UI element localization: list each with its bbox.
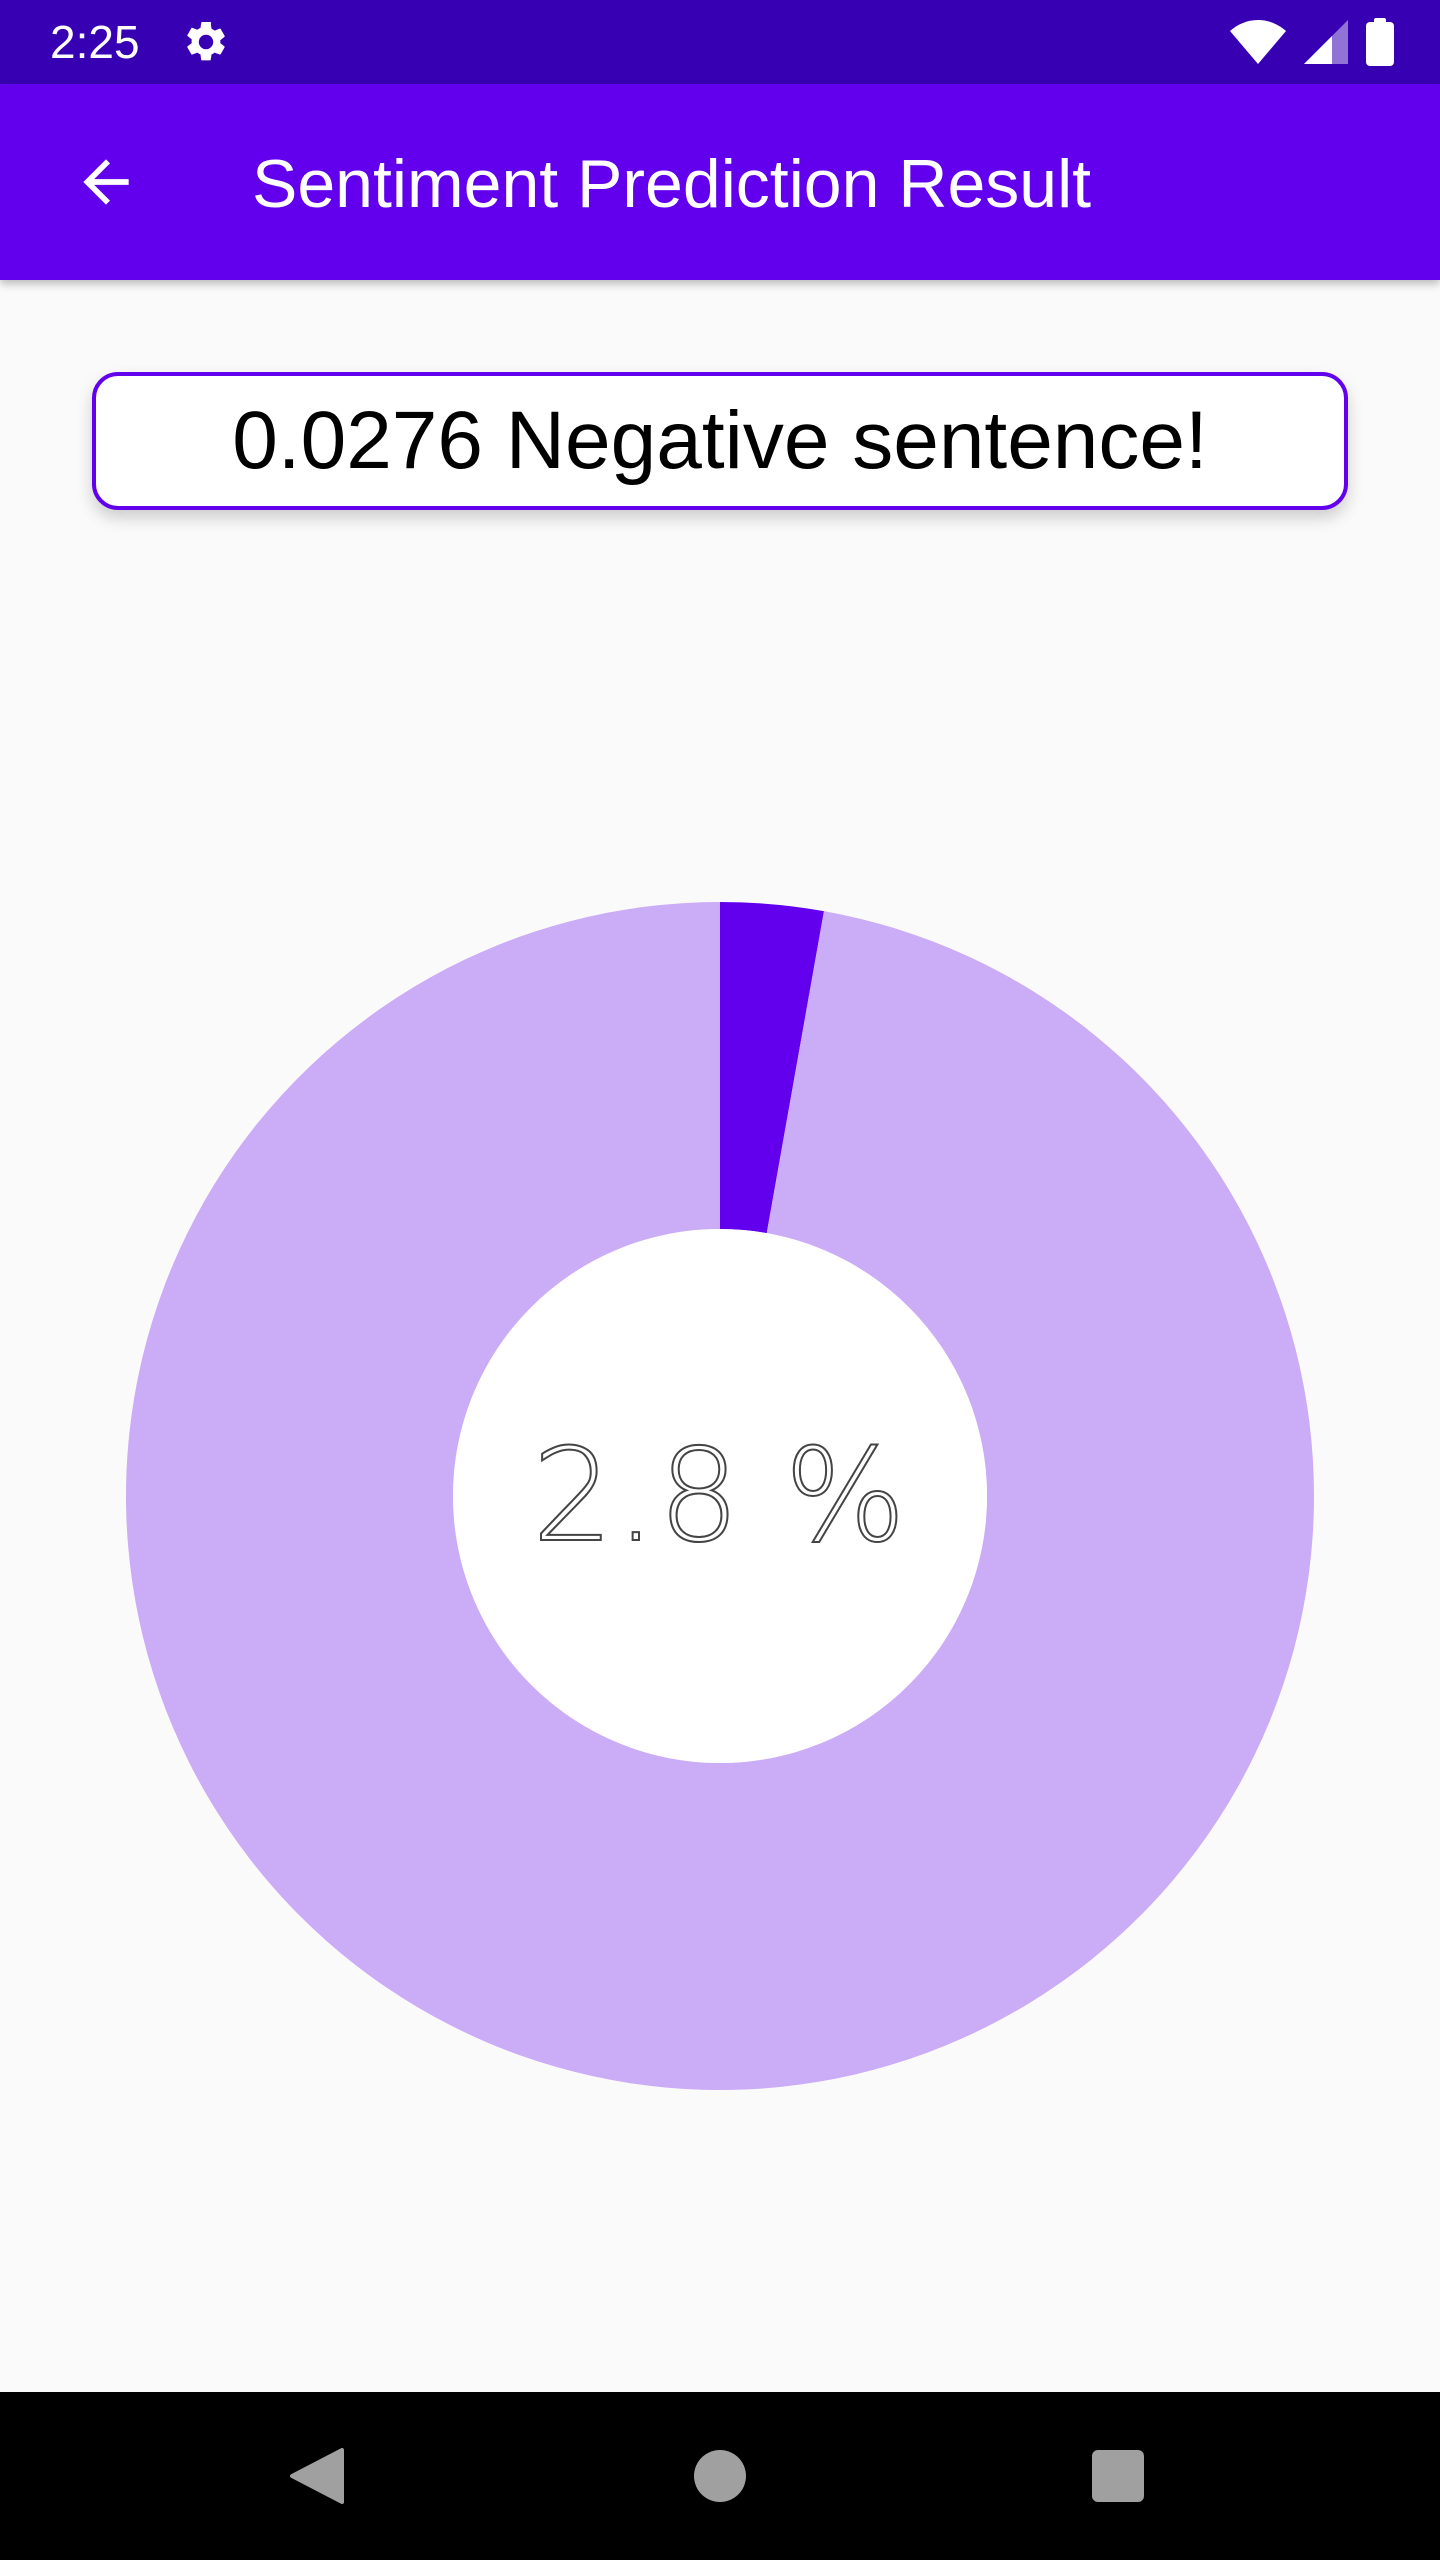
back-button[interactable] xyxy=(54,130,158,234)
nav-home-icon xyxy=(694,2450,746,2502)
app-bar: Sentiment Prediction Result xyxy=(0,84,1440,280)
signal-icon xyxy=(1304,20,1348,64)
donut-svg xyxy=(125,902,1314,2090)
gear-icon xyxy=(187,21,225,61)
page-title: Sentiment Prediction Result xyxy=(252,146,1092,222)
nav-home-button[interactable] xyxy=(670,2426,770,2526)
nav-recents-icon xyxy=(1092,2450,1144,2502)
chart-center-label: 2.8 % xyxy=(531,1421,908,1572)
slice-negative xyxy=(720,902,824,1234)
status-icons xyxy=(1230,14,1394,70)
status-time: 2:25 xyxy=(50,16,140,68)
donut-hole xyxy=(453,1229,987,1763)
status-bar: 2:25 xyxy=(0,0,1440,84)
sentiment-donut-chart: 2.8 % xyxy=(120,896,1320,2096)
slice-remainder xyxy=(125,902,1314,2090)
wifi-icon xyxy=(1230,20,1286,64)
nav-recents-button[interactable] xyxy=(1068,2426,1168,2526)
nav-back-icon xyxy=(290,2448,344,2504)
navigation-bar xyxy=(0,2392,1440,2560)
result-text: 0.0276 Negative sentence! xyxy=(232,395,1208,486)
battery-icon xyxy=(1366,18,1394,66)
result-card: 0.0276 Negative sentence! xyxy=(92,372,1348,510)
arrow-back-icon xyxy=(83,159,129,205)
nav-back-button[interactable] xyxy=(268,2426,368,2526)
